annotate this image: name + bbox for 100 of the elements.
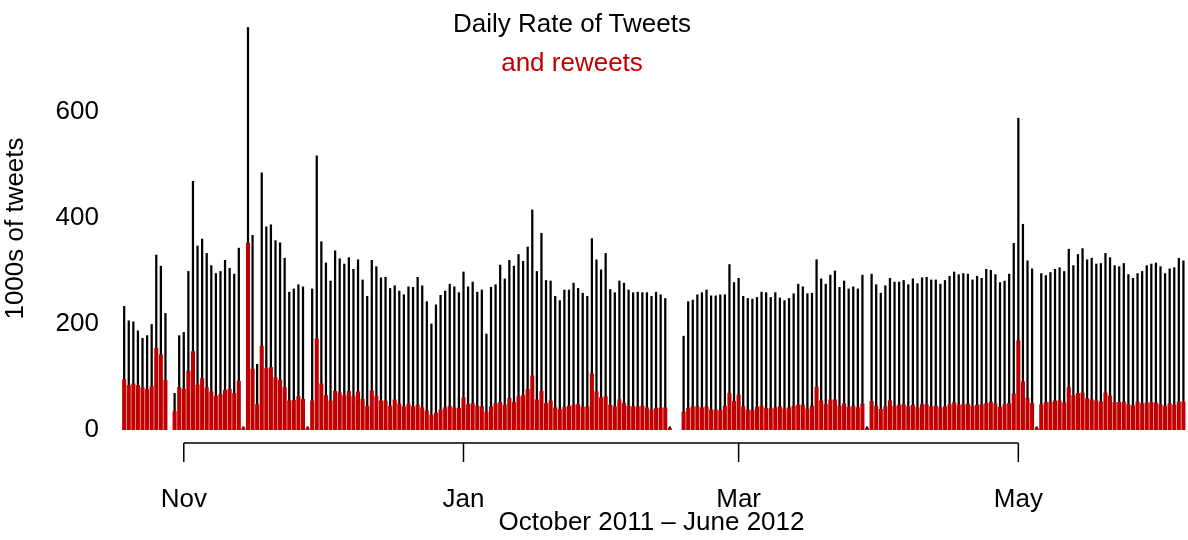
bar xyxy=(274,240,277,378)
bar xyxy=(997,406,1003,430)
bar xyxy=(627,289,630,407)
bar xyxy=(291,399,296,430)
bar xyxy=(1159,266,1162,405)
bar xyxy=(760,291,763,407)
bar xyxy=(1167,403,1172,430)
bar xyxy=(420,407,425,430)
bar xyxy=(1140,403,1145,430)
bar xyxy=(924,404,929,430)
bar xyxy=(479,406,484,430)
bar xyxy=(682,335,685,413)
bar xyxy=(618,280,621,401)
bar xyxy=(728,264,731,394)
bar xyxy=(227,388,232,430)
bar xyxy=(485,333,488,413)
bar xyxy=(314,338,319,430)
bar xyxy=(1002,404,1007,430)
bar xyxy=(686,407,691,430)
bar xyxy=(681,411,686,430)
bar xyxy=(438,409,443,430)
bar xyxy=(897,404,902,430)
y-tick-label: 0 xyxy=(84,413,99,444)
bar xyxy=(576,404,581,430)
bar xyxy=(800,404,805,430)
bar xyxy=(470,403,475,430)
bar xyxy=(369,390,374,430)
bar xyxy=(650,296,653,411)
bar xyxy=(1104,253,1107,394)
bar xyxy=(213,395,218,430)
bar xyxy=(690,406,695,430)
bar xyxy=(737,278,740,396)
bar xyxy=(571,404,576,430)
bar xyxy=(530,375,535,430)
bar xyxy=(988,401,993,430)
bar xyxy=(154,348,159,430)
bar xyxy=(352,269,355,397)
bar xyxy=(956,404,961,430)
x-tick-label: Nov xyxy=(160,482,207,513)
bar xyxy=(838,287,841,407)
bar xyxy=(549,280,552,402)
bar xyxy=(939,283,942,409)
bar xyxy=(251,235,254,370)
bar xyxy=(346,390,351,430)
bar xyxy=(1089,399,1094,430)
bar xyxy=(498,402,503,430)
bar xyxy=(906,406,911,430)
bar xyxy=(1039,404,1044,430)
bar xyxy=(814,386,819,430)
bar xyxy=(1136,273,1139,403)
bar xyxy=(782,408,787,430)
bar xyxy=(860,403,865,430)
bar xyxy=(383,400,388,430)
bar xyxy=(984,403,989,430)
bar xyxy=(1081,248,1084,394)
bar xyxy=(745,409,750,430)
bar xyxy=(572,282,575,406)
bar xyxy=(617,399,622,430)
bar xyxy=(970,405,975,430)
bar xyxy=(177,387,182,430)
bar xyxy=(626,405,631,430)
bar xyxy=(929,406,934,430)
bar xyxy=(397,403,402,430)
bar xyxy=(893,281,896,407)
bar xyxy=(475,405,480,430)
bar xyxy=(916,283,919,409)
bar xyxy=(548,400,553,430)
bar xyxy=(461,397,466,430)
bar xyxy=(1176,401,1181,430)
bar xyxy=(901,404,906,430)
bar xyxy=(892,405,897,430)
bar xyxy=(443,407,448,430)
bar xyxy=(209,391,214,430)
bar xyxy=(375,266,378,397)
bar xyxy=(540,232,543,392)
bar xyxy=(218,394,223,430)
bar xyxy=(1126,404,1131,430)
bar xyxy=(1149,402,1154,430)
bar xyxy=(141,337,144,388)
bar xyxy=(663,407,668,430)
bar xyxy=(430,323,433,416)
bar xyxy=(406,403,411,430)
bar xyxy=(1158,404,1163,430)
bar xyxy=(861,274,864,405)
bar xyxy=(245,243,251,430)
bar xyxy=(493,403,498,430)
y-tick-label: 400 xyxy=(55,201,99,232)
bar xyxy=(621,403,627,430)
bar xyxy=(517,254,520,397)
bar xyxy=(200,378,205,430)
bar xyxy=(764,407,769,430)
bar xyxy=(1058,267,1061,402)
bar xyxy=(1049,272,1052,403)
bar xyxy=(562,406,567,430)
bar xyxy=(439,294,442,411)
bar xyxy=(649,409,654,430)
bar xyxy=(1043,402,1048,430)
bar xyxy=(855,407,860,430)
bar xyxy=(361,279,364,400)
text: and reweets xyxy=(501,47,643,78)
